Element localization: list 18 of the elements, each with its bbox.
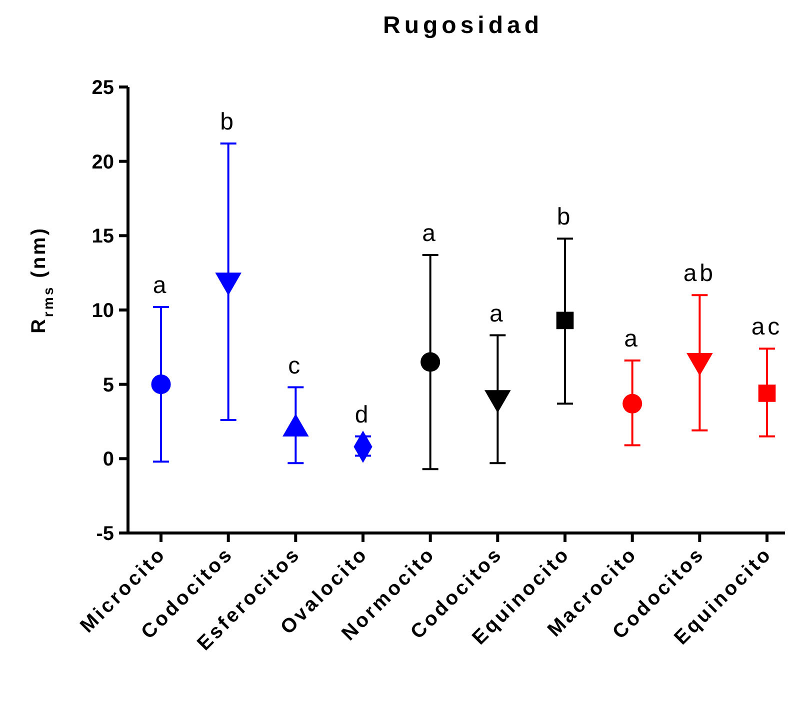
annotation: b	[220, 108, 237, 136]
annotation: d	[354, 401, 372, 428]
y-tick-label: 0	[102, 448, 114, 471]
annotation: b	[556, 204, 574, 231]
annotation: a	[152, 272, 170, 300]
y-tick-label: 25	[92, 77, 114, 99]
annotation: c	[288, 352, 304, 380]
y-tick-label: -5	[96, 523, 114, 545]
y-tick-label: 20	[92, 151, 114, 174]
annotation: a	[624, 326, 641, 353]
y-tick-label: 15	[92, 226, 114, 248]
annotation: ac	[751, 314, 783, 341]
y-tick-label: 10	[92, 300, 114, 322]
chart-title: Rugosidad	[383, 12, 543, 39]
y-tick-label: 5	[102, 374, 114, 396]
annotation: a	[489, 300, 506, 328]
annotation: a	[422, 220, 439, 247]
annotation: ab	[683, 260, 716, 288]
